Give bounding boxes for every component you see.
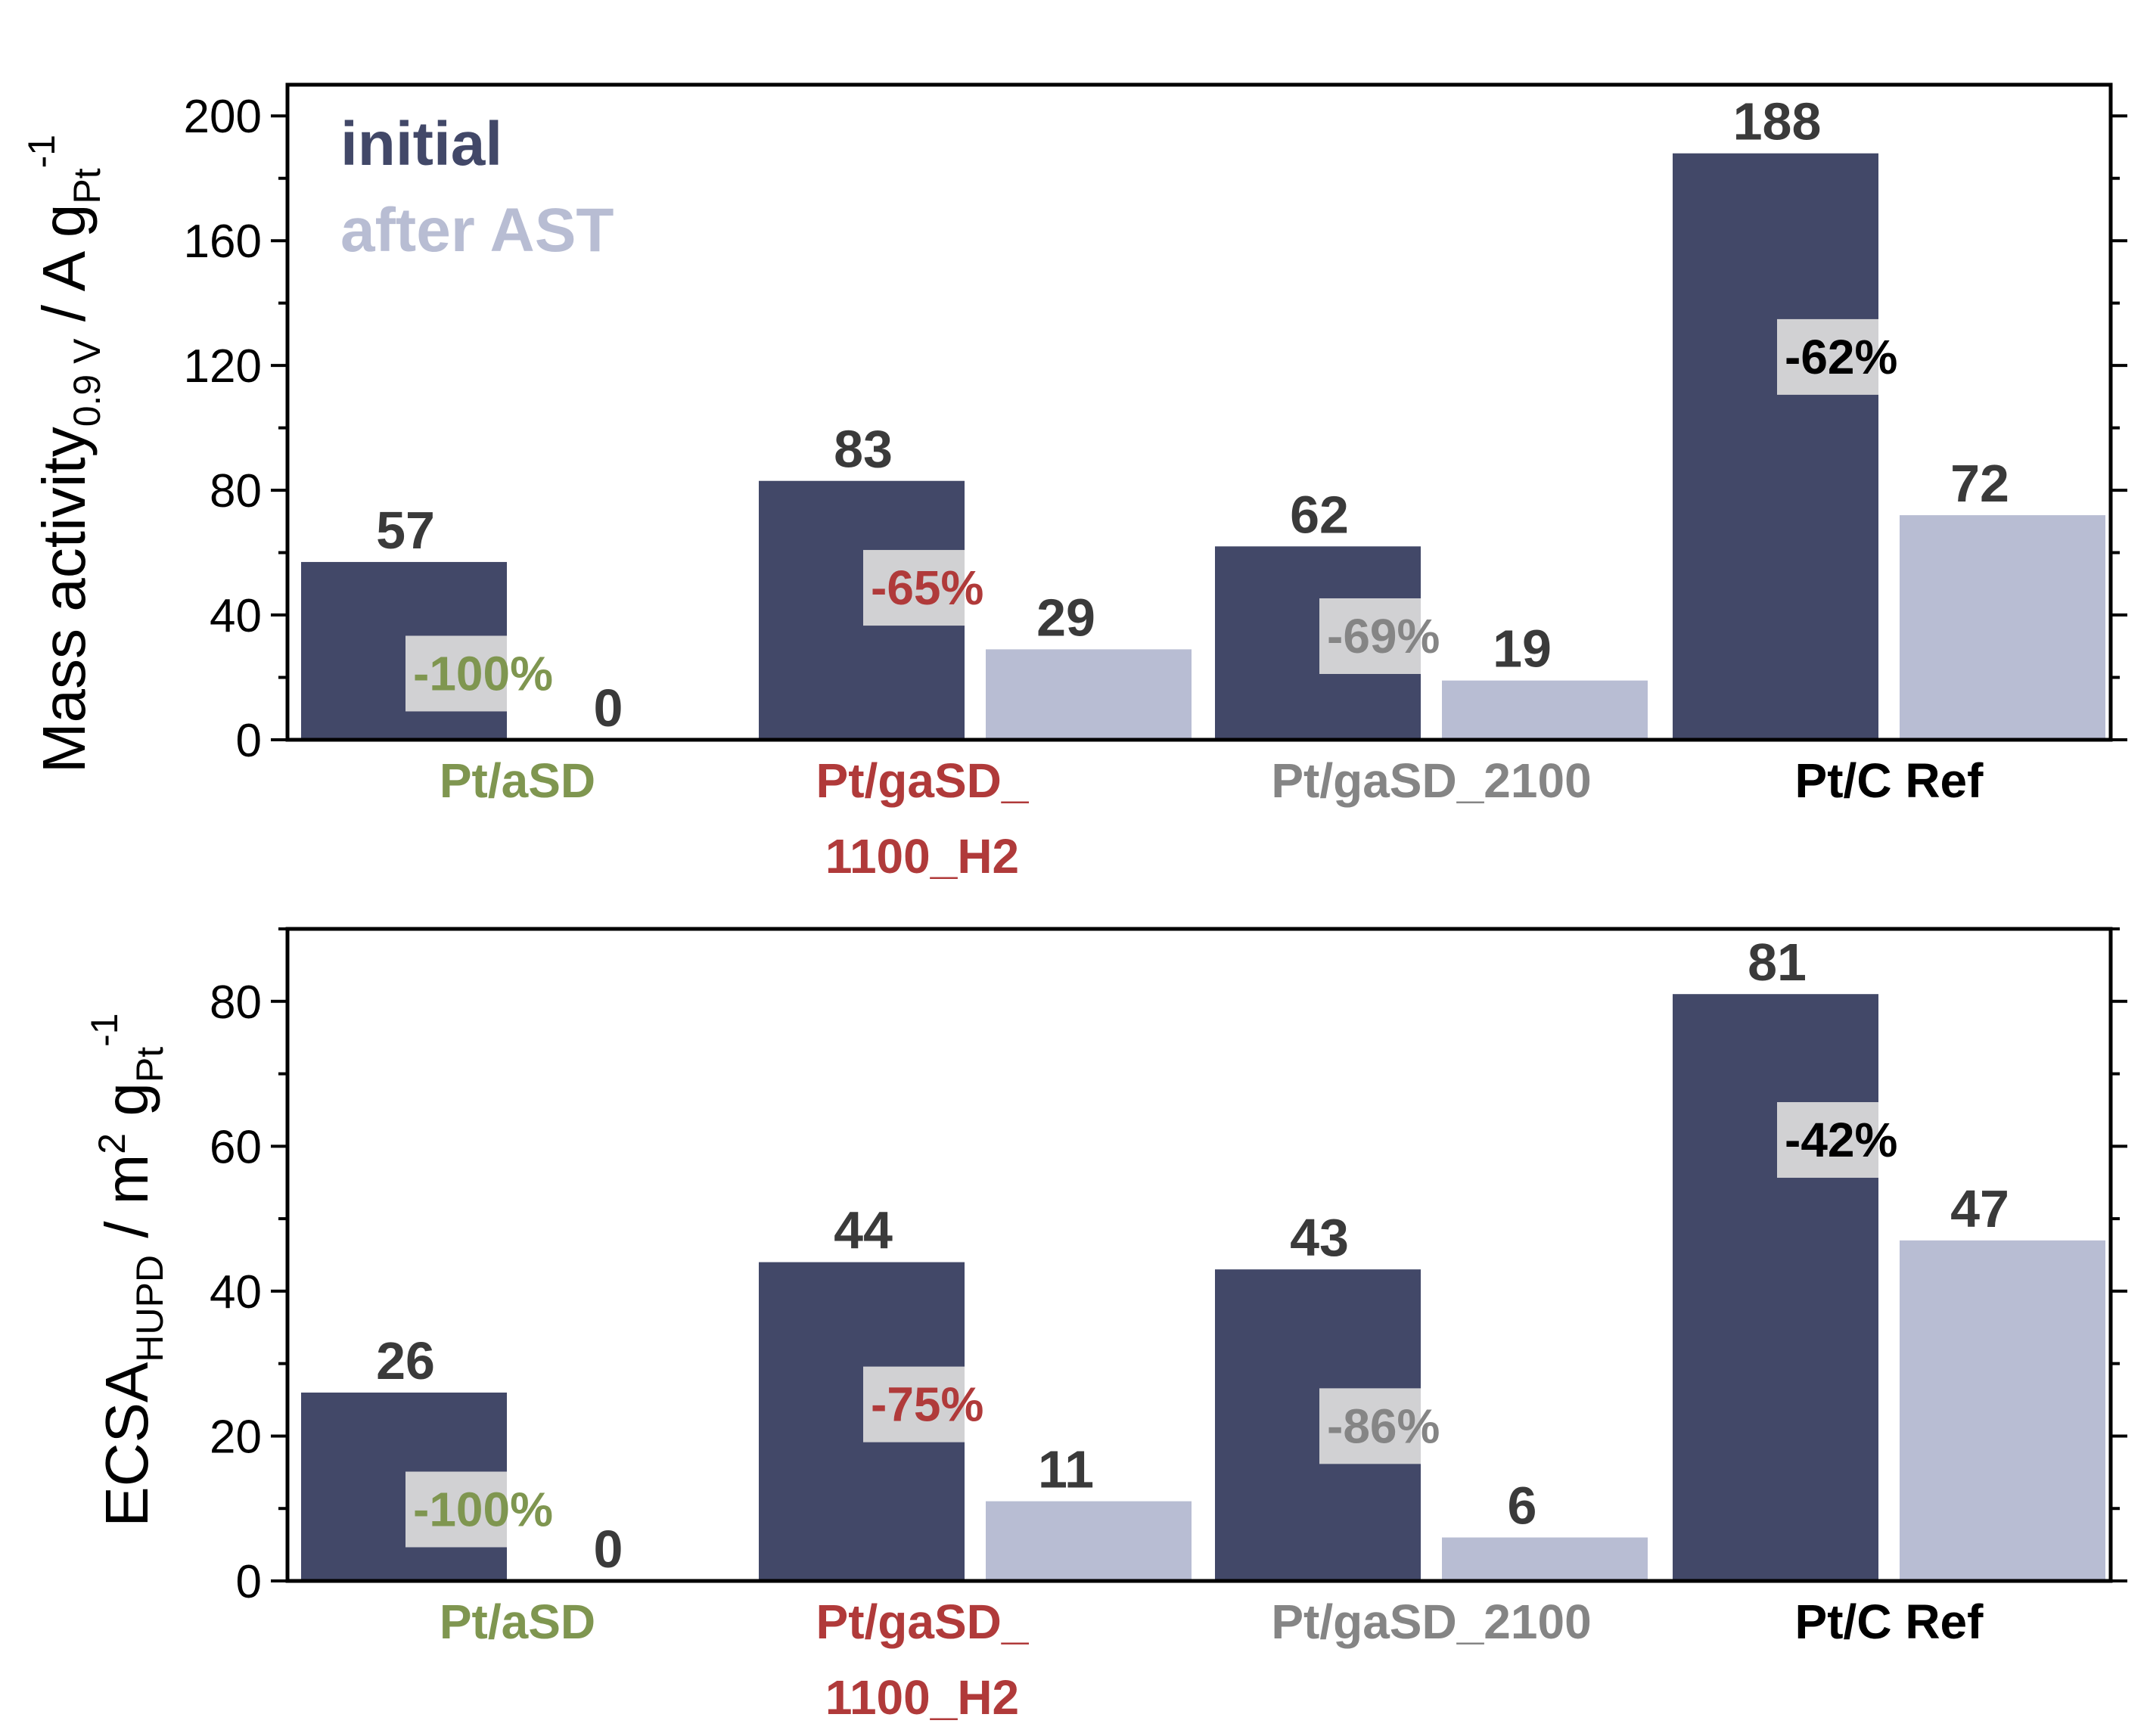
change-label-4: -42% xyxy=(1785,1113,1897,1167)
bar-after-3 xyxy=(1442,680,1648,740)
change-label-3: -86% xyxy=(1327,1399,1440,1453)
value-label-after-2: 11 xyxy=(1038,1440,1094,1499)
change-box-1 xyxy=(405,1471,507,1548)
category-label-4: Pt/C Ref xyxy=(1795,753,1984,808)
y-tick-label: 80 xyxy=(210,977,262,1029)
change-label-1: -100% xyxy=(413,646,553,700)
bar-initial-4 xyxy=(1673,153,1878,740)
axes-frame xyxy=(285,82,2113,742)
change-box-4 xyxy=(1777,1102,1878,1179)
panel-1: -100% -65% -69% -62% 57 83 62 188 0 29 19 72 0 40 80 12… xyxy=(20,82,2127,884)
change-label-2: -65% xyxy=(871,561,983,615)
legend-initial: initial xyxy=(340,110,502,179)
change-label-2: -75% xyxy=(871,1377,983,1432)
change-box-2 xyxy=(863,1366,965,1443)
value-label-after-4: 47 xyxy=(1950,1179,2009,1238)
category-label-4: Pt/C Ref xyxy=(1795,1595,1984,1649)
category-label-1: Pt/aSD xyxy=(440,1595,595,1649)
y-tick-label: 40 xyxy=(210,1266,262,1318)
change-label-1: -100% xyxy=(413,1482,553,1536)
category-label-2: 1100_H2 xyxy=(825,829,1019,884)
bar-after-2 xyxy=(986,649,1192,740)
change-label-3: -69% xyxy=(1327,609,1440,663)
value-label-initial-4: 81 xyxy=(1748,933,1807,992)
panel-2: -100% -75% -86% -42% 26 44 43 81 0 11 6 47 0 20 40 60 80… xyxy=(83,927,2127,1725)
y-tick-label: 160 xyxy=(184,216,262,268)
value-label-after-1: 0 xyxy=(594,679,623,738)
bar-after-3 xyxy=(1442,1537,1648,1581)
change-box-4 xyxy=(1777,318,1878,395)
bar-after-4 xyxy=(1900,1240,2105,1581)
change-box-1 xyxy=(405,635,507,712)
value-label-initial-3: 43 xyxy=(1290,1208,1349,1267)
axes-frame xyxy=(285,927,2113,1583)
change-box-3 xyxy=(1319,1388,1421,1464)
value-label-initial-4: 188 xyxy=(1733,92,1822,151)
y-tick-label: 20 xyxy=(210,1411,262,1463)
category-label-3: Pt/gaSD_2100 xyxy=(1271,1595,1591,1649)
y-tick-label: 120 xyxy=(184,340,262,393)
change-label-4: -62% xyxy=(1785,330,1897,384)
value-label-initial-1: 57 xyxy=(376,501,435,560)
bar-after-2 xyxy=(986,1501,1192,1581)
change-box-2 xyxy=(863,550,965,626)
category-label-2: 1100_H2 xyxy=(825,1670,1019,1725)
value-label-after-2: 29 xyxy=(1036,588,1095,647)
category-label-2: Pt/gaSD_ xyxy=(816,1595,1030,1649)
value-label-after-3: 6 xyxy=(1508,1477,1537,1536)
y-tick-label: 0 xyxy=(236,1556,262,1608)
value-label-after-3: 19 xyxy=(1493,620,1552,679)
value-label-initial-3: 62 xyxy=(1290,485,1349,544)
value-label-after-1: 0 xyxy=(594,1520,623,1579)
value-label-initial-2: 83 xyxy=(834,420,893,479)
value-label-initial-2: 44 xyxy=(834,1201,893,1260)
legend-after-ast: after AST xyxy=(340,196,614,265)
y-tick-label: 40 xyxy=(210,590,262,642)
bar-initial-4 xyxy=(1673,994,1878,1581)
y-tick-label: 60 xyxy=(210,1121,262,1173)
y-tick-label: 0 xyxy=(236,715,262,767)
category-label-2: Pt/gaSD_ xyxy=(816,753,1030,808)
change-box-3 xyxy=(1319,598,1421,674)
value-label-after-4: 72 xyxy=(1950,454,2009,513)
y-tick-label: 80 xyxy=(210,465,262,517)
y-axis-title: Mass activity0.9 V / A gPt-1 xyxy=(20,135,108,773)
category-label-1: Pt/aSD xyxy=(440,753,595,808)
y-axis-title: ECSAHUPD / m2 gPt-1 xyxy=(83,1013,171,1526)
value-label-initial-1: 26 xyxy=(376,1331,435,1390)
category-label-3: Pt/gaSD_2100 xyxy=(1271,753,1591,808)
y-tick-label: 200 xyxy=(184,91,262,143)
bar-after-4 xyxy=(1900,515,2105,740)
